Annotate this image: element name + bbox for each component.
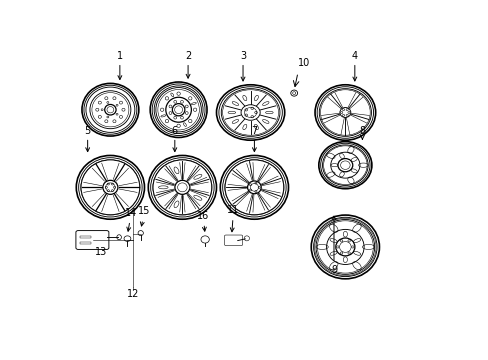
Bar: [80, 237, 91, 238]
Text: 16: 16: [197, 211, 209, 231]
Bar: [80, 242, 91, 244]
Text: 12: 12: [127, 289, 139, 299]
Text: 14: 14: [125, 208, 137, 231]
Text: 7: 7: [251, 126, 257, 152]
Text: 2: 2: [184, 51, 191, 78]
Text: 11: 11: [227, 205, 239, 232]
Text: 10: 10: [297, 58, 309, 68]
Text: 8: 8: [359, 126, 365, 139]
Text: 13: 13: [95, 247, 107, 257]
Text: 3: 3: [240, 51, 245, 81]
Text: 6: 6: [171, 126, 178, 152]
Text: 4: 4: [351, 51, 357, 81]
Text: 1: 1: [117, 51, 122, 80]
Text: 5: 5: [84, 126, 91, 152]
Text: 15: 15: [138, 206, 150, 226]
Text: 9: 9: [330, 216, 336, 275]
